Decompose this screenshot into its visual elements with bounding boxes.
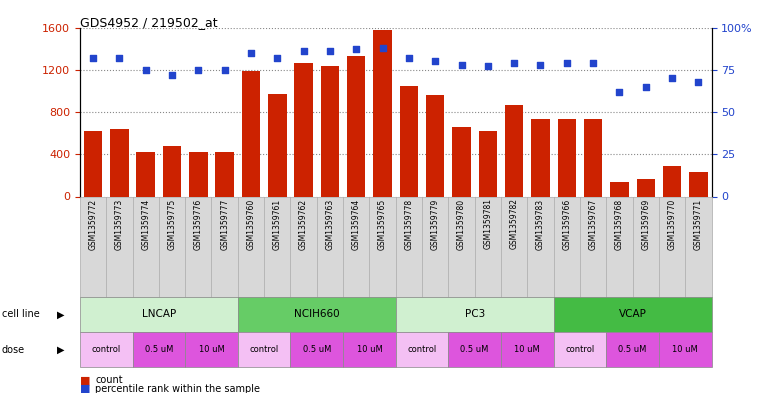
Text: GDS4952 / 219502_at: GDS4952 / 219502_at	[80, 16, 218, 29]
Text: GSM1359772: GSM1359772	[88, 198, 97, 250]
Bar	[558, 119, 576, 196]
Point	[193, 66, 205, 73]
Bar	[610, 182, 629, 196]
Text: GSM1359775: GSM1359775	[167, 198, 177, 250]
Text: GSM1359763: GSM1359763	[326, 198, 334, 250]
Bar	[426, 95, 444, 196]
Text: PC3: PC3	[464, 309, 485, 320]
Point	[429, 58, 441, 64]
Point	[561, 60, 573, 66]
Text: NCIH660: NCIH660	[294, 309, 339, 320]
Text: 0.5 uM: 0.5 uM	[460, 345, 489, 354]
Bar	[215, 152, 234, 196]
Bar	[584, 119, 602, 196]
Text: GSM1359774: GSM1359774	[142, 198, 150, 250]
Bar	[295, 63, 313, 196]
Bar	[347, 56, 365, 196]
Text: 10 uM: 10 uM	[199, 345, 224, 354]
Point	[166, 72, 178, 78]
Point	[113, 55, 126, 61]
Text: GSM1359782: GSM1359782	[510, 198, 519, 250]
Text: GSM1359760: GSM1359760	[247, 198, 256, 250]
Text: GSM1359783: GSM1359783	[536, 198, 545, 250]
Point	[139, 66, 151, 73]
Point	[640, 83, 652, 90]
Text: GSM1359766: GSM1359766	[562, 198, 572, 250]
Bar	[374, 29, 392, 196]
Point	[587, 60, 599, 66]
Bar	[84, 131, 102, 196]
Bar	[531, 119, 549, 196]
Text: 10 uM: 10 uM	[672, 345, 698, 354]
Text: LNCAP: LNCAP	[142, 309, 176, 320]
Text: GSM1359781: GSM1359781	[483, 198, 492, 250]
Point	[245, 50, 257, 56]
Point	[534, 62, 546, 68]
Text: 0.5 uM: 0.5 uM	[619, 345, 647, 354]
Text: GSM1359769: GSM1359769	[642, 198, 650, 250]
Text: VCAP: VCAP	[619, 309, 647, 320]
Text: GSM1359770: GSM1359770	[667, 198, 677, 250]
Text: 0.5 uM: 0.5 uM	[145, 345, 173, 354]
Bar	[505, 105, 524, 196]
Text: ▶: ▶	[57, 309, 65, 320]
Point	[613, 88, 626, 95]
Bar	[163, 146, 181, 196]
Point	[350, 46, 362, 53]
Text: 0.5 uM: 0.5 uM	[303, 345, 331, 354]
Point	[298, 48, 310, 54]
Text: GSM1359779: GSM1359779	[431, 198, 440, 250]
Text: control: control	[407, 345, 437, 354]
Text: GSM1359765: GSM1359765	[378, 198, 387, 250]
Point	[482, 63, 494, 70]
Text: dose: dose	[2, 345, 24, 355]
Text: cell line: cell line	[2, 309, 40, 320]
Point	[403, 55, 415, 61]
Text: ■: ■	[80, 384, 91, 393]
Bar	[110, 129, 129, 196]
Text: GSM1359762: GSM1359762	[299, 198, 308, 250]
Bar	[663, 166, 681, 196]
Text: control: control	[565, 345, 594, 354]
Bar	[268, 94, 286, 196]
Point	[324, 48, 336, 54]
Bar	[136, 152, 155, 196]
Text: ■: ■	[80, 375, 91, 386]
Point	[271, 55, 283, 61]
Text: GSM1359761: GSM1359761	[272, 198, 282, 250]
Text: GSM1359764: GSM1359764	[352, 198, 361, 250]
Point	[87, 55, 99, 61]
Bar	[689, 172, 708, 196]
Point	[666, 75, 678, 81]
Text: count: count	[95, 375, 123, 386]
Point	[455, 62, 467, 68]
Bar	[189, 152, 208, 196]
Text: control: control	[250, 345, 279, 354]
Bar	[479, 131, 497, 196]
Text: GSM1359778: GSM1359778	[404, 198, 413, 250]
Point	[693, 79, 705, 85]
Bar	[242, 71, 260, 196]
Bar	[452, 127, 471, 196]
Text: 10 uM: 10 uM	[514, 345, 540, 354]
Point	[508, 60, 521, 66]
Text: percentile rank within the sample: percentile rank within the sample	[95, 384, 260, 393]
Bar	[320, 66, 339, 196]
Text: GSM1359768: GSM1359768	[615, 198, 624, 250]
Text: 10 uM: 10 uM	[356, 345, 382, 354]
Text: ▶: ▶	[57, 345, 65, 355]
Text: control: control	[91, 345, 121, 354]
Point	[218, 66, 231, 73]
Text: GSM1359776: GSM1359776	[194, 198, 203, 250]
Text: GSM1359777: GSM1359777	[220, 198, 229, 250]
Point	[377, 45, 389, 51]
Text: GSM1359773: GSM1359773	[115, 198, 124, 250]
Text: GSM1359771: GSM1359771	[694, 198, 703, 250]
Bar	[636, 178, 655, 196]
Text: GSM1359780: GSM1359780	[457, 198, 466, 250]
Text: GSM1359767: GSM1359767	[588, 198, 597, 250]
Bar	[400, 86, 418, 196]
